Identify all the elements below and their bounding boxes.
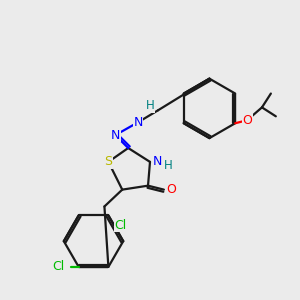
Text: N: N bbox=[134, 116, 143, 129]
Text: S: S bbox=[104, 155, 112, 168]
Text: N: N bbox=[153, 155, 163, 168]
Text: Cl: Cl bbox=[53, 260, 65, 273]
Text: N: N bbox=[111, 129, 120, 142]
Text: O: O bbox=[242, 114, 252, 127]
Text: O: O bbox=[166, 183, 176, 196]
Text: H: H bbox=[164, 159, 172, 172]
Text: Cl: Cl bbox=[114, 219, 126, 232]
Text: H: H bbox=[146, 99, 154, 112]
